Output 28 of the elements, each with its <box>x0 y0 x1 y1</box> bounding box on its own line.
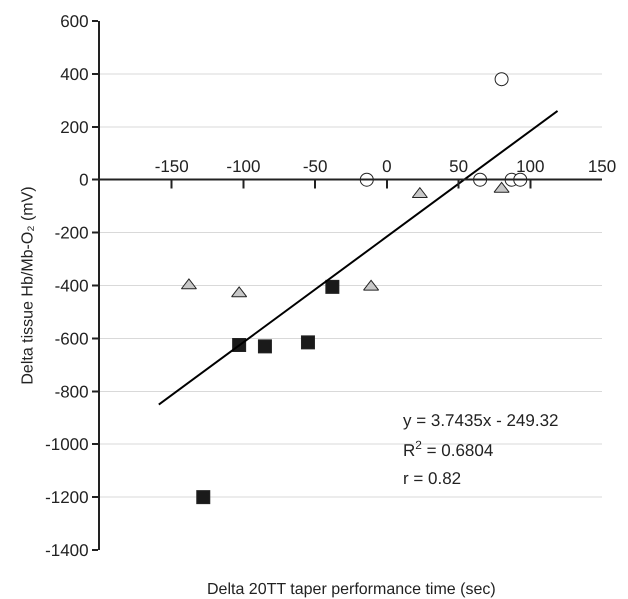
y-tick-label: -1200 <box>45 488 89 508</box>
y-tick-label: -400 <box>54 276 89 296</box>
y-tick-label: 600 <box>60 12 89 31</box>
point <box>494 72 509 86</box>
x-tick-label: 50 <box>449 156 468 176</box>
y-tick-label: 200 <box>60 118 89 137</box>
x-axis-title: Delta 20TT taper performance time (sec) <box>207 581 496 598</box>
point <box>325 280 340 294</box>
x-tick-label: 150 <box>588 156 616 176</box>
x-tick-label: 0 <box>382 156 392 176</box>
x-tick-label: -50 <box>302 156 328 176</box>
annotation: r = 0.82 <box>403 469 462 488</box>
x-tick-label: -150 <box>154 156 189 176</box>
point <box>300 335 315 350</box>
annotation: R$^{2}$ = 0.6804 <box>403 438 494 460</box>
y-tick-label: -1400 <box>45 540 89 560</box>
point <box>258 339 272 354</box>
y-tick-label: -200 <box>54 224 89 243</box>
y-tick-label: 0 <box>79 170 89 190</box>
y-tick-label: 400 <box>60 64 89 84</box>
y-axis-title: Delta tissue Hb/Mb-O₂ (mV) <box>20 186 37 385</box>
x-tick-label: -100 <box>226 156 260 176</box>
point <box>196 490 210 504</box>
annotation: y = 3.7435x - 249.32 <box>403 411 558 430</box>
x-tick-label: 100 <box>516 156 544 176</box>
y-tick-label: -800 <box>54 382 89 402</box>
y-tick-label: -1000 <box>45 435 89 454</box>
y-tick-label: -600 <box>54 329 89 348</box>
